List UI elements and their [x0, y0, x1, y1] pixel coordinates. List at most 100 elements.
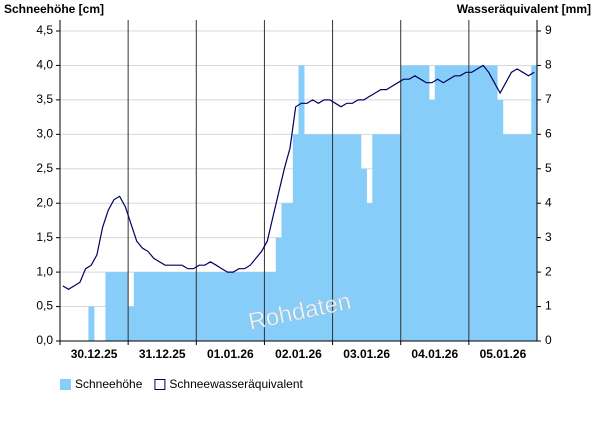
bar [366, 203, 373, 341]
bar [514, 134, 521, 341]
bar [423, 65, 430, 341]
y2-tick-label: 8 [545, 58, 552, 72]
bar [497, 99, 504, 341]
y2-tick-label: 5 [545, 161, 552, 175]
bar [196, 272, 203, 341]
bar [236, 272, 243, 341]
bar [258, 272, 265, 341]
bar [224, 272, 231, 341]
bar [485, 65, 492, 341]
bar [451, 65, 458, 341]
legend-label: Schneewasseräquivalent [169, 377, 303, 391]
bar [213, 272, 220, 341]
x-tick-label: 01.01.26 [207, 347, 254, 361]
bar [190, 272, 197, 341]
legend-swatch [154, 379, 166, 390]
bar [395, 134, 402, 341]
y2-tick-label: 1 [545, 299, 552, 313]
bar [412, 65, 419, 341]
y-tick-label: 4,5 [36, 23, 53, 37]
bar [167, 272, 174, 341]
y2-tick-label: 6 [545, 127, 552, 141]
bar [389, 134, 396, 341]
bar [116, 272, 123, 341]
bar [326, 134, 333, 341]
bar [264, 272, 271, 341]
bar [88, 306, 95, 341]
bar [332, 134, 339, 341]
y-tick-label: 2,5 [36, 161, 53, 175]
y-tick-label: 1,0 [36, 264, 53, 278]
bar [519, 134, 526, 341]
y2-tick-label: 0 [545, 333, 552, 347]
line [62, 64, 535, 290]
x-tick-label: 31.12.25 [139, 347, 186, 361]
bar [355, 134, 362, 341]
bar [446, 65, 453, 341]
bar [343, 134, 350, 341]
bar [105, 272, 112, 341]
bar [253, 272, 260, 341]
y2-tick-label: 4 [545, 195, 552, 209]
y2-tick-label: 2 [545, 264, 552, 278]
bar [139, 272, 146, 341]
bar [321, 134, 328, 341]
bar [349, 134, 356, 341]
bar [270, 272, 277, 341]
bar [525, 134, 532, 341]
x-tick-label: 30.12.25 [71, 347, 118, 361]
bar [173, 272, 180, 341]
bar [378, 134, 384, 341]
y2-tick-label: 3 [545, 230, 552, 244]
bar [434, 65, 441, 341]
legend-swatch [60, 379, 71, 390]
bar [247, 272, 254, 341]
bar [508, 134, 515, 341]
bar [145, 272, 152, 341]
bar [287, 203, 294, 341]
bar [360, 168, 367, 341]
bar [400, 65, 407, 341]
bar [184, 272, 191, 341]
y2-tick-label: 9 [545, 23, 552, 37]
bar [480, 65, 487, 341]
bar [128, 306, 135, 341]
y-tick-label: 2,0 [36, 195, 53, 209]
legend-item: Schneewasseräquivalent [154, 377, 303, 391]
y-tick-label: 4,0 [36, 58, 53, 72]
bar [298, 65, 305, 341]
bar [429, 99, 436, 341]
y-tick-label: 3,5 [36, 92, 53, 106]
y-tick-label: 3,0 [36, 127, 53, 141]
bar [111, 272, 118, 341]
legend-label: Schneehöhe [75, 377, 143, 391]
bar [230, 272, 237, 341]
bar [474, 65, 481, 341]
bar [406, 65, 413, 341]
bar [457, 65, 464, 341]
bar [122, 272, 129, 341]
x-tick-label: 05.01.26 [480, 347, 527, 361]
bar [292, 134, 299, 341]
bar [372, 134, 379, 341]
bar [531, 65, 538, 341]
bar [315, 134, 322, 341]
bar [207, 272, 214, 341]
bar [241, 272, 248, 341]
y-tick-label: 0,0 [36, 333, 53, 347]
legend-item: Schneehöhe [60, 377, 143, 391]
bar [179, 272, 186, 341]
bar [383, 134, 390, 341]
x-tick-label: 03.01.26 [343, 347, 390, 361]
y2-tick-label: 7 [545, 92, 552, 106]
bar [440, 65, 447, 341]
y-tick-label: 0,5 [36, 299, 53, 313]
x-tick-label: 02.01.26 [275, 347, 322, 361]
bar [275, 237, 282, 341]
bar [156, 272, 163, 341]
bar [502, 134, 509, 341]
bar [468, 65, 475, 341]
bar [281, 203, 288, 341]
bar [219, 272, 225, 341]
